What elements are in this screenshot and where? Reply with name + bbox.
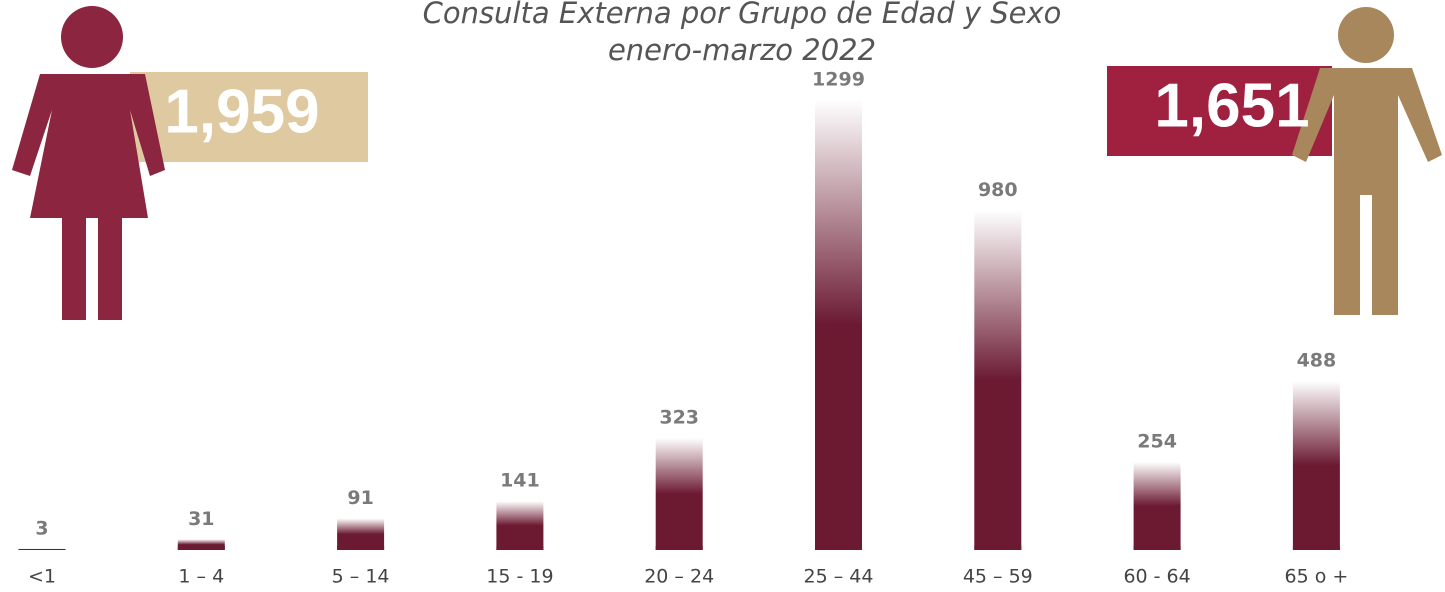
bar-base	[1133, 546, 1181, 550]
x-tick-label: 15 - 19	[486, 566, 553, 588]
bar	[655, 438, 703, 550]
value-label: 323	[659, 407, 699, 429]
x-tick-label: 65 o +	[1284, 566, 1348, 588]
male-total: 1,651	[1154, 71, 1309, 140]
bar-base	[337, 546, 385, 550]
bar-base	[1292, 546, 1340, 550]
female-box	[130, 72, 368, 162]
bar	[815, 100, 862, 550]
value-label: 31	[188, 508, 214, 530]
female-icon	[12, 6, 165, 320]
bar	[177, 539, 225, 550]
bar-base	[974, 546, 1022, 550]
x-tick-label: 60 - 64	[1123, 566, 1190, 588]
female-total: 1,959	[164, 77, 319, 146]
x-tick-label: 45 – 59	[963, 566, 1033, 588]
male-box	[1107, 66, 1332, 156]
bar	[1133, 462, 1181, 550]
bar	[496, 501, 544, 550]
x-tick-label: 1 – 4	[178, 566, 224, 588]
x-tick-label: 5 – 14	[332, 566, 390, 588]
male-icon	[1292, 7, 1442, 315]
bar-base	[496, 546, 544, 550]
bar	[1292, 380, 1340, 550]
value-label: 1299	[812, 69, 865, 91]
chart-title: Consulta Externa por Grupo de Edad y Sex…	[423, 0, 1062, 30]
value-label: 141	[500, 470, 540, 492]
x-tick-label: 20 – 24	[644, 566, 714, 588]
bar-base	[815, 546, 862, 550]
chart-subtitle: enero-marzo 2022	[608, 33, 876, 67]
value-label: 91	[347, 487, 373, 509]
x-tick-label: <1	[28, 566, 56, 588]
bar	[974, 210, 1022, 550]
bar-base	[18, 548, 66, 550]
value-label: 980	[978, 179, 1018, 201]
bar-base	[177, 546, 225, 550]
value-label: 254	[1137, 431, 1177, 453]
value-label: 488	[1297, 349, 1337, 371]
bar-base	[655, 546, 703, 550]
value-label: 3	[35, 517, 48, 539]
bar	[337, 518, 385, 550]
x-tick-label: 25 – 44	[804, 566, 874, 588]
